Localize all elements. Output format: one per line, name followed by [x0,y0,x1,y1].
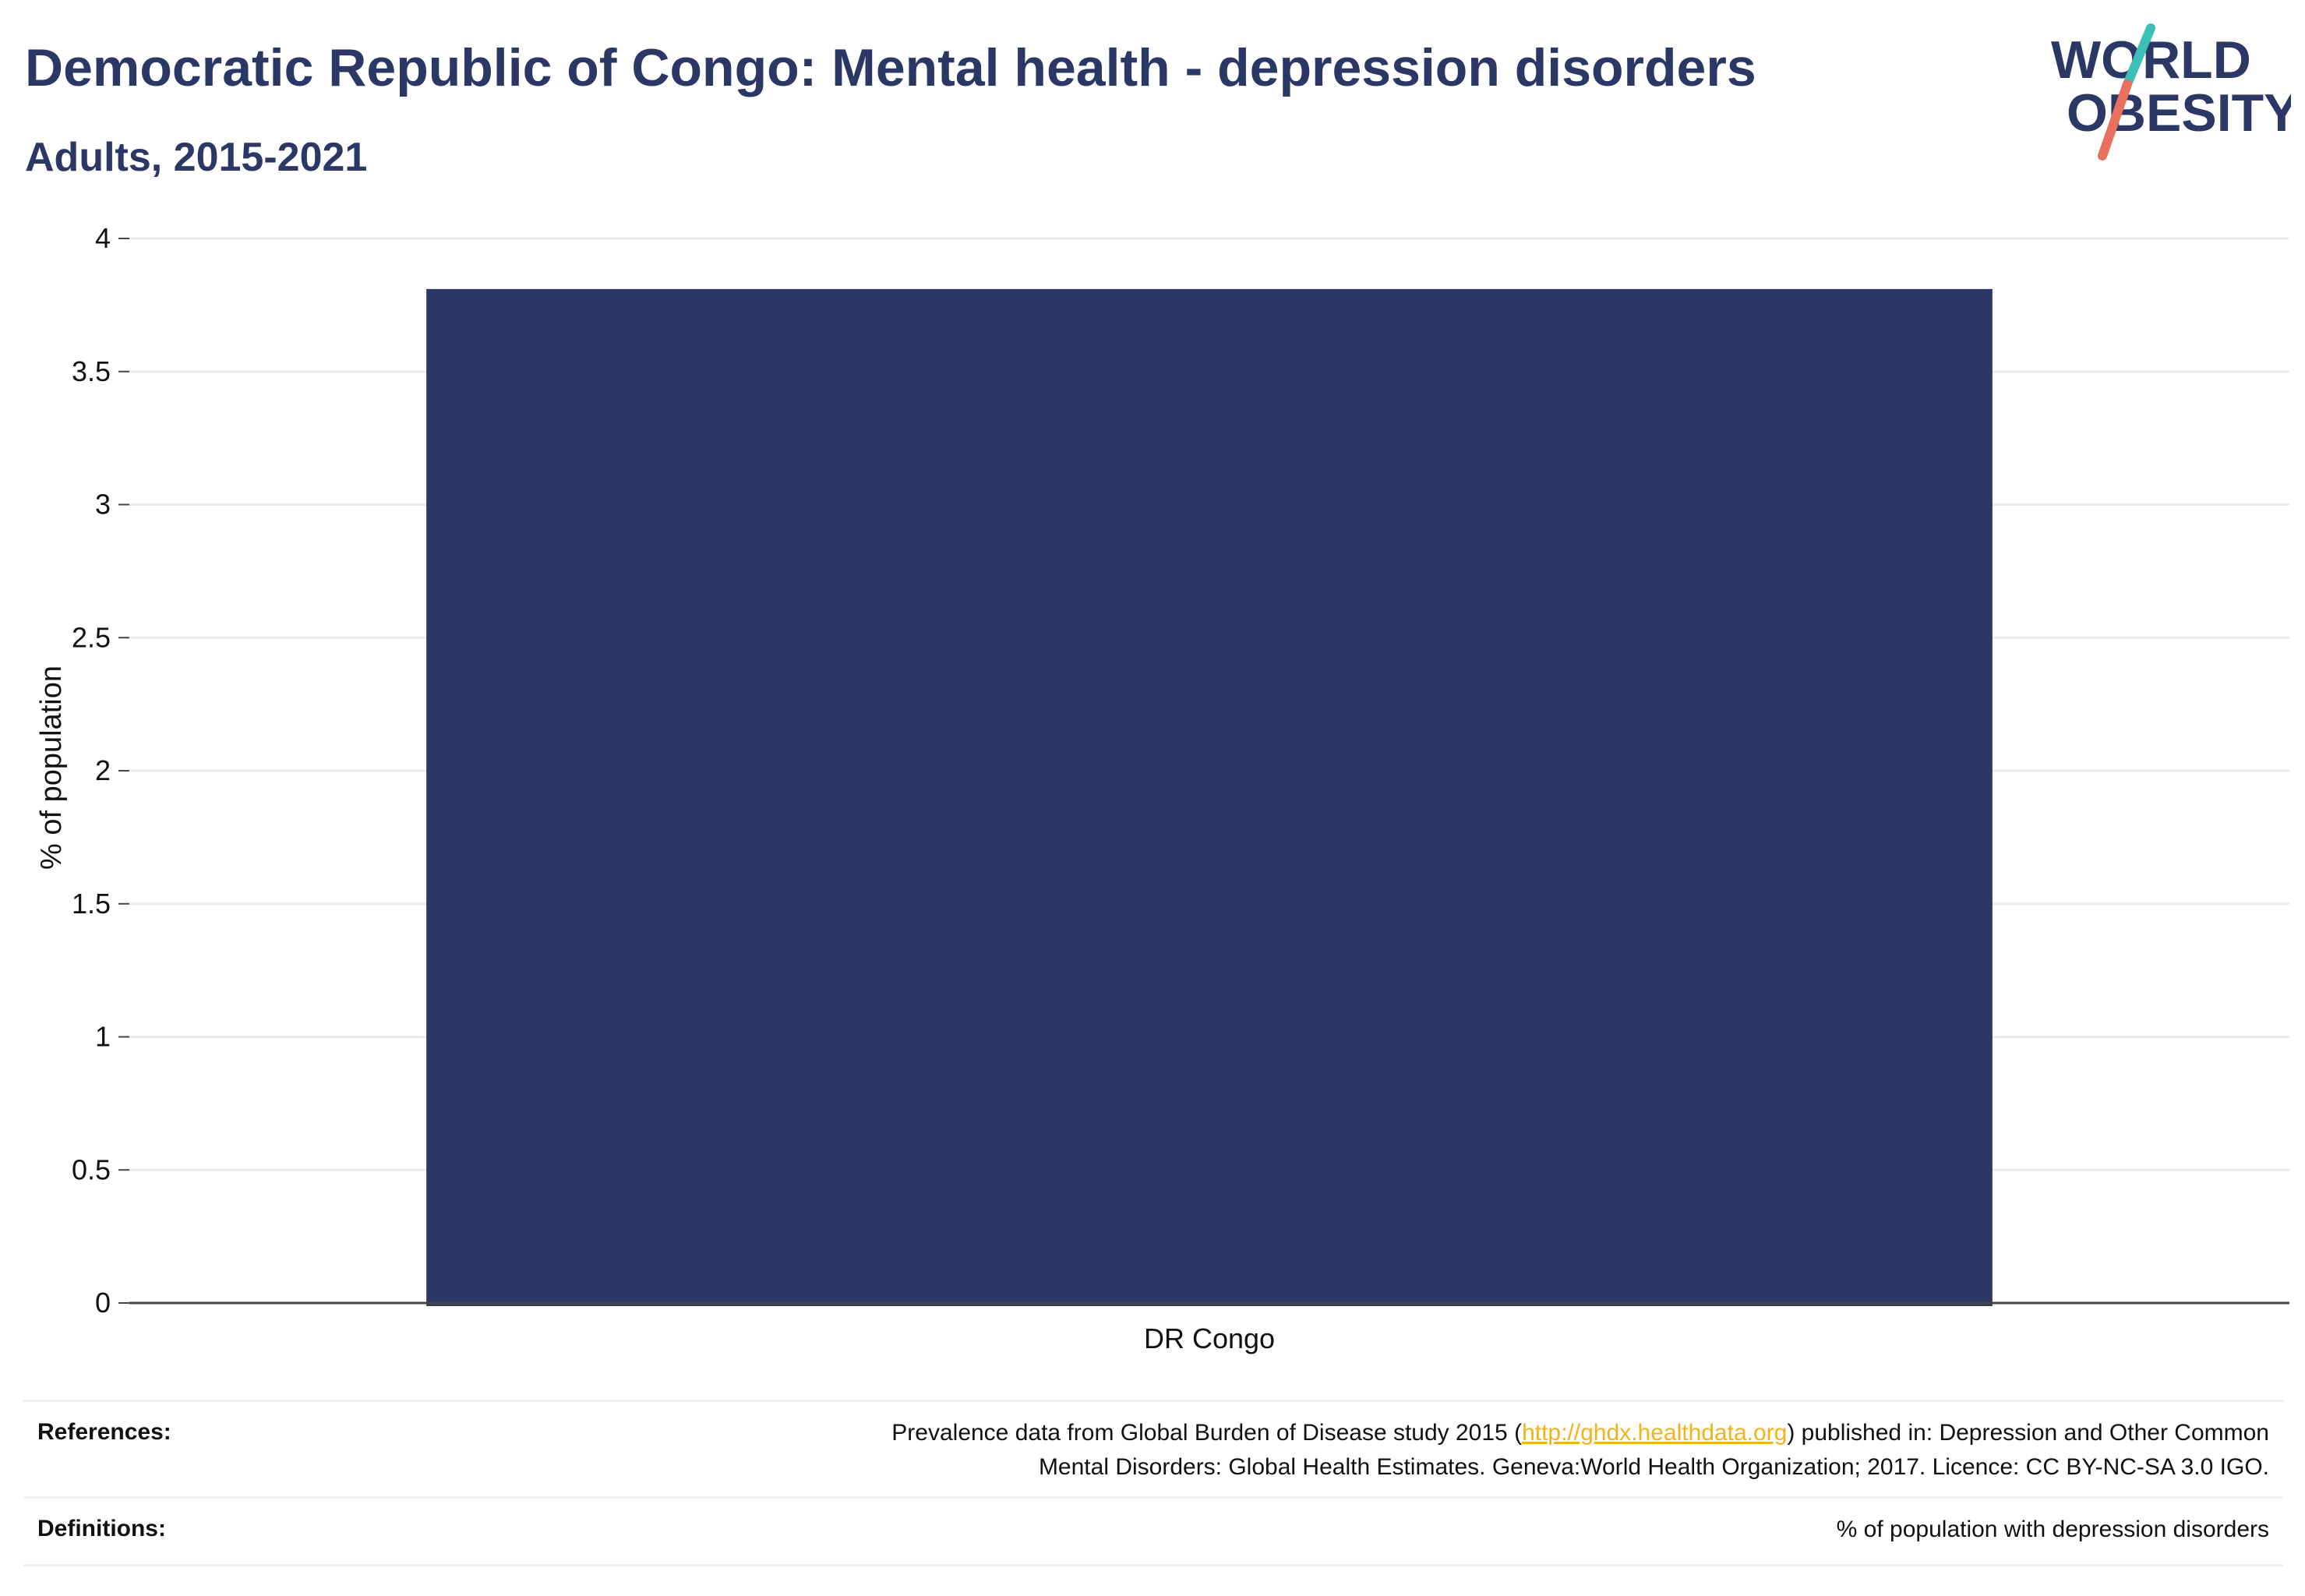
references-line1-post: ) published in: Depression and Other Com… [1787,1420,2269,1446]
references-row: References: Prevalence data from Global … [23,1400,2283,1499]
world-obesity-logo: WORLD OBESITY [2051,23,2291,161]
references-line1-pre: Prevalence data from Global Burden of Di… [891,1420,1523,1446]
references-link[interactable]: http://ghdx.healthdata.org [1522,1420,1788,1446]
y-tick-label: 4 [95,222,111,254]
y-tick-label: 0 [95,1287,111,1319]
logo-line-world: WORLD [2051,30,2251,90]
definitions-text: % of population with depression disorder… [1836,1517,2269,1542]
chart-subtitle: Adults, 2015-2021 [25,135,368,180]
references-line2: Mental Disorders: Global Health Estimate… [1038,1454,2269,1480]
logo-slash-top [2123,23,2155,89]
definitions-label: Definitions: [37,1516,166,1541]
y-tick-label: 2.5 [72,621,111,653]
logo-slash-bottom [2098,79,2132,161]
y-axis-title: % of population [35,666,68,870]
y-tick-label: 3 [95,489,111,521]
chart-title: Democratic Republic of Congo: Mental hea… [25,38,1756,97]
references-text: Prevalence data from Global Burden of Di… [477,1416,2269,1485]
logo-line-obesity: OBESITY [2067,83,2291,143]
y-tick-label: 1 [95,1021,111,1053]
bar-dr-congo[interactable] [426,288,1993,1306]
bar-chart: 0 0.5 1 1.5 2 2.5 3 3.5 4 DR Congo % of populatio… [35,222,2289,1354]
definitions-row: Definitions: % of population with depres… [23,1496,2283,1566]
y-tick-label: 1.5 [72,888,111,920]
axes: 0 0.5 1 1.5 2 2.5 3 3.5 4 DR Congo [72,222,2289,1354]
y-tick-label: 2 [95,754,111,786]
bars [426,288,1993,1306]
y-tick-label: 3.5 [72,355,111,387]
y-tick-label: 0.5 [72,1153,111,1185]
references-label: References: [37,1419,171,1445]
x-tick-label: DR Congo [1144,1322,1275,1354]
